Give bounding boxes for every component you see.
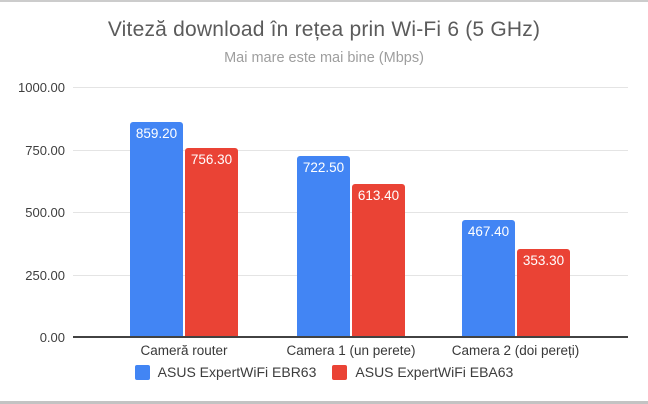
bar-value-label: 756.30 [190,152,233,167]
y-axis-tick-label: 0.00 [39,330,65,345]
bar-series-2-group-1: 756.30 [185,148,238,337]
x-axis-line [73,336,628,338]
x-axis-category-label: Camera 1 (un perete) [286,343,416,358]
bar-series-1-group-3: 467.40 [462,220,515,337]
bar-series-1-group-2: 722.50 [297,156,350,337]
legend-swatch-icon [134,364,150,380]
bar-series-2-group-3: 353.30 [517,249,570,337]
gridline [73,274,628,276]
gridline [73,212,628,213]
bar-series-1-group-1: 859.20 [130,122,183,337]
bar-value-label: 859.20 [135,126,178,141]
legend-item-2: ASUS ExpertWiFi EBA63 [332,364,513,380]
gridline [73,87,628,88]
bar-value-label: 613.40 [357,188,400,203]
legend-swatch-icon [332,364,348,380]
y-axis-tick-label: 250.00 [25,267,65,283]
chart-title: Viteză download în rețea prin Wi-Fi 6 (5… [107,18,541,41]
legend-label: ASUS ExpertWiFi EBR63 [157,364,317,380]
gridline [73,149,628,151]
y-axis-tick-label: 500.00 [25,205,65,220]
y-axis-tick-label: 1000.00 [18,80,65,95]
x-axis-category-label: Camera 2 (doi pereți) [451,343,580,358]
x-axis-category-label: Cameră router [140,343,228,358]
legend-label: ASUS ExpertWiFi EBA63 [355,364,514,380]
bar-value-label: 467.40 [467,224,510,239]
legend-item-1: ASUS ExpertWiFi EBR63 [134,364,317,380]
bar-value-label: 353.30 [522,253,565,268]
y-axis-tick-label: 750.00 [25,142,65,158]
bar-value-label: 722.50 [302,160,345,175]
legend: ASUS ExpertWiFi EBR63 ASUS ExpertWiFi EBA… [0,364,648,380]
bar-series-2-group-2: 613.40 [352,184,405,337]
chart-subtitle: Mai mare este mai bine (Mbps) [224,50,424,66]
